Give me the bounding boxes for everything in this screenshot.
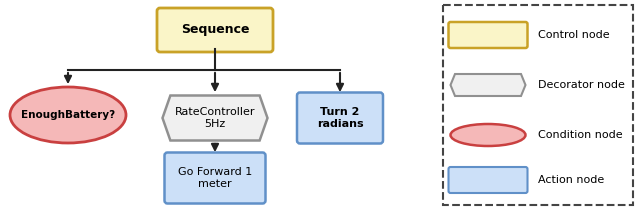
Text: EnoughBattery?: EnoughBattery? bbox=[21, 110, 115, 120]
Ellipse shape bbox=[10, 87, 126, 143]
FancyBboxPatch shape bbox=[297, 92, 383, 143]
Text: Condition node: Condition node bbox=[538, 130, 623, 140]
Text: Decorator node: Decorator node bbox=[538, 80, 625, 90]
FancyBboxPatch shape bbox=[449, 22, 527, 48]
FancyBboxPatch shape bbox=[157, 8, 273, 52]
Text: Action node: Action node bbox=[538, 175, 604, 185]
FancyBboxPatch shape bbox=[164, 153, 266, 203]
Polygon shape bbox=[163, 96, 268, 141]
Polygon shape bbox=[451, 74, 525, 96]
FancyBboxPatch shape bbox=[449, 167, 527, 193]
Text: Go Forward 1
meter: Go Forward 1 meter bbox=[178, 167, 252, 189]
Ellipse shape bbox=[451, 124, 525, 146]
Text: Turn 2
radians: Turn 2 radians bbox=[317, 107, 364, 129]
Text: Control node: Control node bbox=[538, 30, 610, 40]
Text: RateController
5Hz: RateController 5Hz bbox=[175, 107, 255, 129]
Text: Sequence: Sequence bbox=[180, 23, 249, 37]
